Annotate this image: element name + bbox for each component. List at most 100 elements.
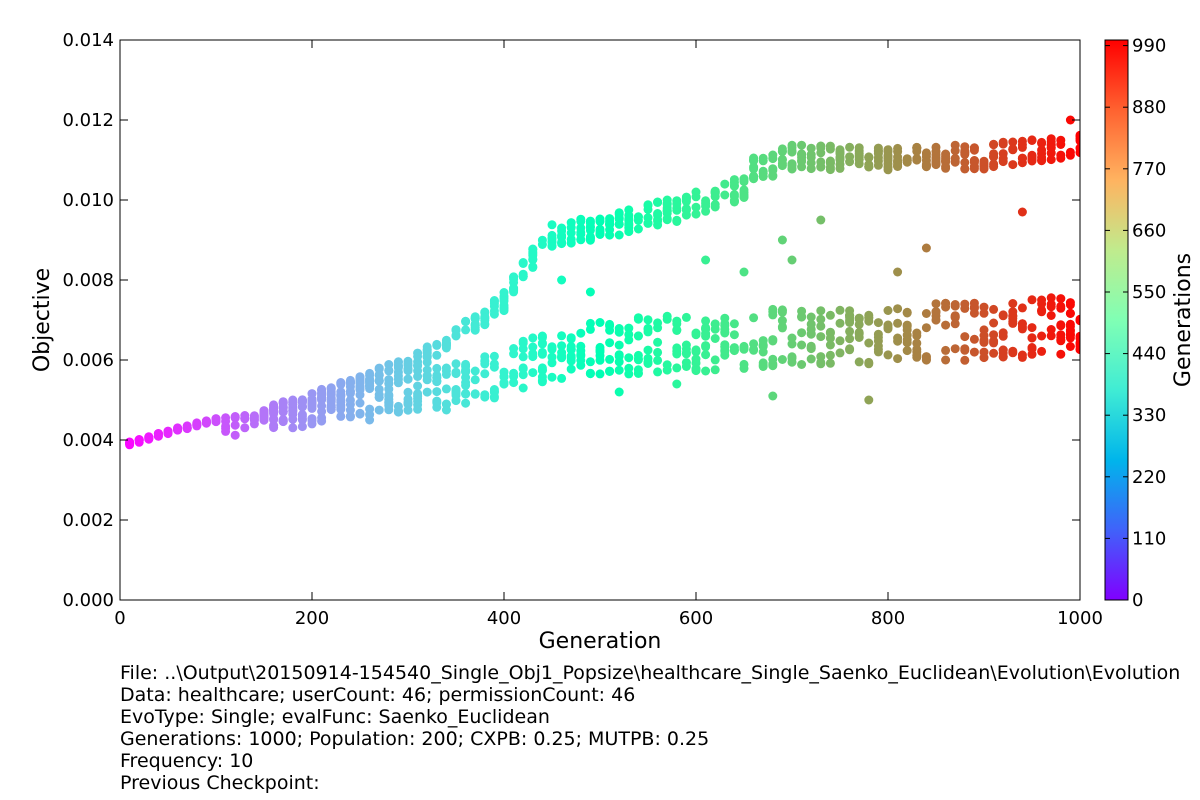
data-point [393, 357, 403, 367]
data-point [374, 363, 384, 373]
data-point [509, 274, 519, 284]
data-point [173, 425, 183, 435]
data-point [643, 218, 653, 228]
data-point [518, 364, 528, 374]
x-axis-ticks: 0 200 400 600 800 1000 [114, 40, 1103, 629]
data-point [691, 345, 701, 355]
data-point [931, 315, 941, 325]
data-point [1056, 294, 1066, 304]
data-point [806, 354, 816, 364]
data-point [413, 351, 423, 361]
data-point [681, 358, 691, 368]
data-point [201, 417, 211, 427]
data-point [989, 348, 999, 358]
data-point [950, 146, 960, 156]
data-point [672, 215, 682, 225]
data-point [557, 373, 567, 383]
data-point [576, 360, 586, 370]
data-point [864, 338, 874, 348]
data-point [461, 317, 471, 327]
data-point [374, 376, 384, 386]
data-point [739, 174, 749, 184]
data-point [576, 229, 586, 239]
data-point [288, 414, 298, 424]
data-point [461, 398, 471, 408]
data-point [893, 304, 903, 314]
data-point [969, 145, 979, 155]
data-point [518, 258, 528, 267]
data-point [729, 343, 739, 353]
data-point [989, 159, 999, 169]
data-point [144, 433, 154, 443]
data-point [950, 300, 960, 309]
data-point [653, 337, 663, 347]
data-point [816, 321, 826, 331]
data-point [384, 360, 394, 369]
data-point [326, 396, 336, 405]
data-point [845, 311, 855, 321]
data-point [125, 438, 135, 448]
data-point [739, 359, 749, 369]
data-point [1017, 153, 1027, 163]
data-point [902, 346, 912, 356]
data-point [528, 349, 538, 359]
data-point [931, 307, 941, 317]
y-tick-label: 0.004 [62, 430, 114, 451]
data-point [365, 375, 375, 385]
data-point [624, 215, 634, 225]
info-file: File: ..\Output\20150914-154540_Single_O… [120, 662, 1181, 684]
data-point [605, 338, 615, 348]
data-point [182, 423, 192, 433]
data-point [864, 162, 874, 172]
data-point [758, 153, 768, 163]
data-point [230, 420, 240, 430]
data-point [1075, 134, 1080, 144]
data-point [441, 384, 451, 394]
data-point [413, 404, 423, 414]
y-tick-label: 0.006 [62, 350, 114, 371]
y-tick-label: 0.002 [62, 510, 114, 531]
data-point [864, 152, 874, 162]
data-point [969, 308, 979, 318]
data-point [768, 154, 778, 164]
data-point [729, 190, 739, 199]
data-point [653, 367, 663, 377]
data-point [691, 202, 701, 212]
data-point [336, 411, 346, 421]
data-point [768, 171, 778, 181]
data-point [720, 327, 730, 337]
data-point [374, 405, 384, 415]
data-point [893, 158, 903, 168]
data-point [998, 352, 1008, 362]
data-point [547, 220, 557, 230]
data-point [163, 428, 173, 438]
data-point [854, 314, 864, 324]
data-point [451, 367, 461, 377]
data-point [1046, 325, 1056, 334]
data-point [960, 299, 970, 309]
data-point [547, 241, 557, 251]
data-point [288, 423, 298, 433]
data-point [595, 214, 605, 224]
data-point [595, 229, 605, 239]
data-point [806, 143, 816, 153]
data-point [614, 219, 624, 229]
data-point [806, 164, 816, 174]
data-point [681, 204, 691, 214]
data-point [1008, 137, 1018, 147]
data-point [989, 330, 999, 340]
data-point [825, 340, 835, 350]
data-point [624, 323, 634, 333]
data-point [1017, 140, 1027, 150]
data-point [461, 381, 471, 390]
data-point [777, 322, 787, 332]
data-point [489, 393, 499, 403]
data-point [230, 430, 240, 440]
x-tick-label: 0 [114, 608, 125, 629]
outlier-point [893, 267, 903, 277]
outlier-point [768, 391, 778, 401]
data-point [384, 379, 394, 389]
data-point [989, 318, 999, 328]
data-point [825, 350, 835, 360]
data-point [461, 325, 471, 335]
